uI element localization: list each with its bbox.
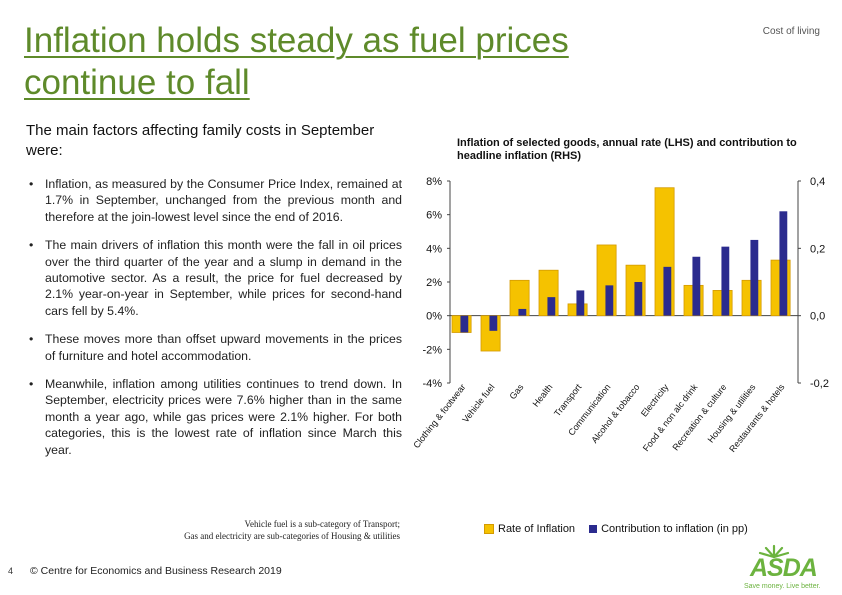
legend-swatch-inflation [484, 524, 494, 534]
category-label: Clothing & footwear [412, 382, 468, 450]
category-label: Food & non alc drink [641, 382, 700, 454]
bullet-text: The main drivers of inflation this month… [45, 238, 402, 318]
footnote-line: Gas and electricity are sub-categories o… [184, 531, 400, 541]
chart-bars [451, 187, 791, 352]
sunburst-icon [758, 544, 790, 558]
chart-axes: -4% -2% 0% 2% 4% 6% 8% -0,2 0,0 0,2 0,4 [422, 176, 829, 390]
contribution-bar [721, 246, 730, 316]
bullet-text: Inflation, as measured by the Consumer P… [45, 177, 402, 224]
y-tick-label-left: 8% [426, 176, 442, 188]
y-tick-label-left: -2% [422, 344, 442, 356]
y-tick-label-right: -0,2 [810, 378, 829, 390]
page-title: Inflation holds steady as fuel prices co… [24, 21, 569, 102]
category-label: Health [531, 382, 555, 409]
category-label: Restaurants & hotels [727, 382, 787, 454]
chart-title: Inflation of selected goods, annual rate… [457, 137, 797, 162]
y-tick-label-left: 6% [426, 210, 442, 222]
category-label: Electricity [639, 382, 671, 419]
bullet-marker: • [29, 177, 34, 191]
bullet-text: These moves more than offset upward move… [45, 332, 402, 363]
bullet-item: • These moves more than offset upward mo… [26, 331, 402, 364]
logo-wordmark: ASDA [750, 554, 818, 582]
logo-tagline: Save money. Live better. [744, 583, 821, 590]
legend-item-contribution: Contribution to inflation (in pp) [589, 523, 748, 535]
category-label: Transport [552, 382, 584, 419]
legend-label: Rate of Inflation [498, 523, 576, 535]
contribution-bar [663, 266, 672, 316]
bullet-marker: • [29, 377, 34, 392]
chart-legend: Rate of Inflation Contribution to inflat… [484, 523, 748, 535]
category-label: Gas [507, 382, 525, 402]
bullet-item: • Meanwhile, inflation among utilities c… [26, 376, 402, 458]
contribution-bar [692, 256, 701, 316]
footnote: Vehicle fuel is a sub-category of Transp… [110, 518, 400, 542]
bullet-marker: • [29, 238, 34, 253]
category-label: Recreation & culture [670, 382, 728, 452]
legend-swatch-contribution [589, 525, 598, 533]
contribution-bar [634, 282, 643, 316]
inflation-chart: -4% -2% 0% 2% 4% 6% 8% -0,2 0,0 0,2 0,4 Clothing &… [412, 176, 829, 454]
contribution-bar [576, 290, 585, 316]
legend-label: Contribution to inflation (in pp) [601, 523, 748, 535]
y-tick-label-left: 2% [426, 277, 442, 289]
footnote-line: Vehicle fuel is a sub-category of Transp… [244, 519, 400, 529]
contribution-bar [547, 297, 556, 316]
y-tick-label-left: -4% [422, 378, 442, 390]
bullet-marker: • [29, 332, 34, 347]
contribution-bar [750, 239, 759, 316]
bullet-list: • Inflation, as measured by the Consumer… [26, 176, 402, 470]
copyright: © Centre for Economics and Business Rese… [30, 565, 282, 577]
y-tick-label-right: 0,2 [810, 243, 825, 255]
section-tag: Cost of living [762, 26, 820, 37]
bullet-item: • Inflation, as measured by the Consumer… [26, 176, 402, 225]
bullet-text: Meanwhile, inflation among utilities con… [45, 377, 402, 457]
contribution-bar [518, 308, 527, 316]
contribution-bar [605, 285, 614, 316]
bullet-item: • The main drivers of inflation this mon… [26, 237, 402, 319]
asda-logo: ASDA Save money. Live better. [742, 542, 838, 594]
contribution-bar [460, 315, 469, 333]
y-tick-label-right: 0,4 [810, 176, 825, 188]
section-subtitle: The main factors affecting family costs … [26, 122, 375, 159]
y-tick-label-left: 4% [426, 243, 442, 255]
y-tick-label-right: 0,0 [810, 311, 825, 323]
contribution-bar [489, 315, 498, 331]
contribution-bar [779, 211, 788, 316]
legend-item-inflation: Rate of Inflation [484, 523, 575, 535]
y-tick-label-left: 0% [426, 311, 442, 323]
page-number: 4 [8, 566, 14, 576]
